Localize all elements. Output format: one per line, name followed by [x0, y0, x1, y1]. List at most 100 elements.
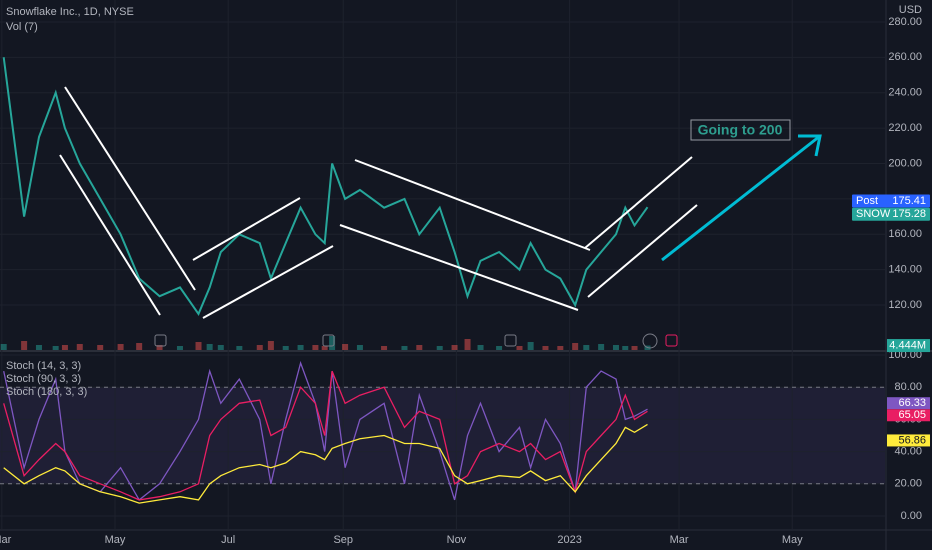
volume-bar [297, 345, 304, 350]
currency: USD [899, 4, 922, 16]
trend-line [587, 204, 698, 298]
volume-last-label: 4.444M [889, 339, 926, 351]
volume-bar [21, 341, 28, 350]
price-label-box [852, 207, 930, 221]
volume-bar [97, 345, 104, 350]
legend-entry: Stoch (90, 3, 3) [6, 373, 81, 385]
series-line [3, 370, 648, 501]
annotation: Going to 200 [698, 122, 783, 138]
volume-bar [321, 346, 328, 350]
price-label-value: 175.28 [892, 208, 926, 220]
volume-bar [477, 345, 484, 350]
volume-bar [52, 346, 59, 350]
volume-bar [156, 345, 163, 350]
volume-bar [329, 336, 336, 350]
x-tick-label: Mar [670, 534, 689, 546]
y-tick-label: 260.00 [888, 51, 922, 63]
trend-line [354, 159, 591, 251]
last-value-label: 65.05 [898, 409, 926, 421]
series-line [3, 423, 648, 504]
volume-bar [436, 346, 443, 350]
volume-bar [381, 346, 388, 350]
y-tick-label: 40.00 [894, 445, 922, 457]
volume-legend: Vol (7) [6, 21, 38, 33]
volume-bar [356, 345, 363, 350]
earnings-icon [322, 334, 335, 347]
volume-bar [256, 345, 263, 350]
volume-bar [176, 346, 183, 350]
last-value-box [887, 409, 930, 422]
price-label-name: SNOW [856, 208, 891, 220]
earnings-markers [154, 333, 678, 349]
price-label-value: 175.41 [892, 195, 926, 207]
volume-bar [35, 345, 42, 350]
last-value-label: 56.86 [898, 434, 926, 446]
earnings-icon [154, 334, 167, 347]
y-tick-label: 200.00 [888, 157, 922, 169]
annotation-box [690, 119, 791, 141]
y-tick-label: 220.00 [888, 122, 922, 134]
volume-last-box [887, 339, 930, 353]
x-tick-label: Nov [447, 534, 467, 546]
volume-bar [451, 345, 458, 350]
price-label-box [852, 194, 930, 208]
volume-bar [76, 344, 83, 350]
volume-bar [542, 346, 549, 350]
y-tick-label: 160.00 [888, 228, 922, 240]
x-tick-label: 2023 [557, 534, 581, 546]
volume-bar [342, 344, 349, 350]
volume-bar [217, 345, 224, 350]
y-tick-label: 240.00 [888, 87, 922, 99]
volume-bar [583, 345, 590, 350]
volume-bar [136, 343, 143, 350]
drawings: Going to 200 [59, 86, 822, 319]
trend-line [192, 197, 301, 261]
stoch-band [0, 387, 885, 484]
arrow [661, 134, 821, 262]
x-tick-label: Mar [0, 534, 12, 546]
x-tick-label: May [105, 534, 126, 546]
y-tick-label: 20.00 [894, 478, 922, 490]
volume-bar [61, 345, 68, 350]
volume-bar [622, 346, 629, 350]
x-tick-label: May [782, 534, 803, 546]
volume-bar [572, 343, 579, 350]
dividend-icon [642, 333, 658, 349]
volume-bar [416, 345, 423, 350]
volume-bar [401, 346, 408, 350]
earnings-icon [665, 334, 678, 347]
volume-bar [267, 341, 274, 350]
series-line [2, 57, 649, 316]
symbol-title: Snowflake Inc., 1D, NYSE [6, 6, 134, 18]
last-value-label: 66.33 [898, 397, 926, 409]
volume-bar [117, 344, 124, 350]
last-value-box [887, 434, 930, 447]
y-tick-label: 80.00 [894, 381, 922, 393]
volume-bar [598, 344, 605, 350]
volume-bar [206, 344, 213, 350]
volume-bar [312, 345, 319, 350]
x-tick-label: Jul [221, 534, 235, 546]
trend-line [584, 156, 693, 249]
y-tick-label: 0.00 [901, 510, 922, 522]
volume-bar [527, 342, 534, 350]
volume-bar [496, 346, 503, 350]
trend-line [339, 224, 579, 311]
x-tick-label: Sep [333, 534, 353, 546]
volume-bar [516, 346, 523, 350]
y-tick-label: 140.00 [888, 264, 922, 276]
price-label-name: Post [856, 195, 878, 207]
volume-bar [612, 345, 619, 350]
volume-bar [631, 346, 638, 350]
last-value-box [887, 397, 930, 410]
trend-line [64, 86, 196, 291]
earnings-icon [504, 334, 517, 347]
volume-bar [236, 346, 243, 350]
legend-entry: Stoch (180, 3, 3) [6, 386, 87, 398]
arrow-head [798, 134, 822, 157]
volume-bar [464, 339, 471, 350]
trend-line [202, 245, 334, 319]
volume-bar [282, 346, 289, 350]
